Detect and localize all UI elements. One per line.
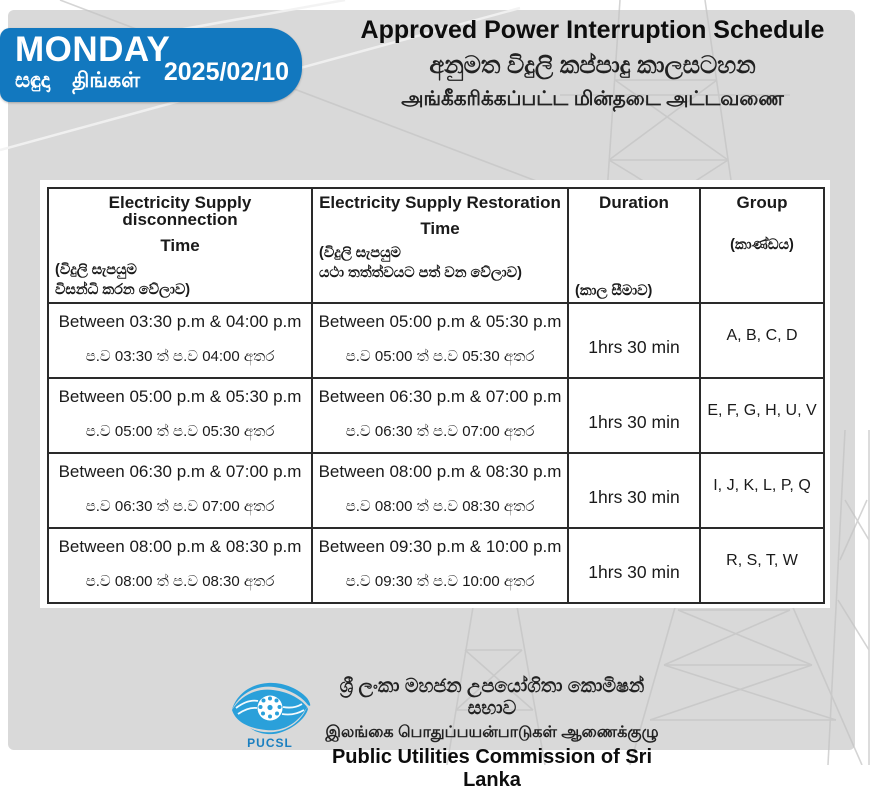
header-disconnection-line1: Electricity Supply disconnection (108, 193, 252, 229)
schedule-date: 2025/02/10 (163, 58, 289, 86)
header-duration: Duration (කාල සීමාව) (567, 186, 701, 305)
schedule-table: Electricity Supply disconnection Time (ව… (47, 186, 825, 605)
org-name-sinhala: ශ්‍රී ලංකා මහජන උපයෝගිතා කොමිෂන් සභාව (339, 676, 645, 719)
restoration-cell: Between 08:00 p.m & 08:30 p.m ප.ව 08:00 … (311, 452, 569, 530)
disconnection-cell: Between 05:00 p.m & 05:30 p.m ප.ව 05:00 … (47, 377, 313, 455)
header-group-label: Group (736, 193, 788, 212)
disconnection-cell: Between 08:00 p.m & 08:30 p.m ප.ව 08:00 … (47, 527, 313, 605)
duration-cell: 1hrs 30 min (567, 527, 701, 605)
header-disconnection-sinhala: (විදුලි සැපයුම විසන්ධි කරන වේලාව) (55, 262, 191, 298)
day-name-sinhala: සඳුදා (15, 69, 51, 92)
duration-cell: 1hrs 30 min (567, 377, 701, 455)
table-row: Between 03:30 p.m & 04:00 p.m ප.ව 03:30 … (47, 302, 825, 380)
group-cell: A, B, C, D (699, 302, 825, 380)
group-cell: I, J, K, L, P, Q (699, 452, 825, 530)
pucsl-logo-icon: PUCSL (228, 680, 312, 750)
header-restoration-time: Electricity Supply Restoration Time (විද… (311, 186, 569, 305)
duration-cell: 1hrs 30 min (567, 452, 701, 530)
table-row: Between 06:30 p.m & 07:00 p.m ප.ව 06:30 … (47, 452, 825, 530)
day-banner: MONDAY සඳුදා திங்கள் 2025/02/10 (0, 28, 302, 102)
restoration-cell: Between 05:00 p.m & 05:30 p.m ප.ව 05:00 … (311, 302, 569, 380)
header-restoration-sinhala: (විදුලි සැපයුම යථා තත්ත්වයට පත් වන වේලාව… (319, 245, 522, 281)
header-disconnection-time: Electricity Supply disconnection Time (ව… (47, 186, 313, 305)
header-duration-sinhala: (කාල සීමාව) (575, 283, 653, 300)
duration-cell: 1hrs 30 min (567, 302, 701, 380)
group-cell: E, F, G, H, U, V (699, 377, 825, 455)
restoration-cell: Between 06:30 p.m & 07:00 p.m ප.ව 06:30 … (311, 377, 569, 455)
header-group: Group (කාණ්ඩය) (699, 186, 825, 305)
disconnection-cell: Between 03:30 p.m & 04:00 p.m ප.ව 03:30 … (47, 302, 313, 380)
org-name-tamil: இலங்கை பொதுப்பயன்பாடுகள் ஆணைக்குழு (325, 724, 659, 741)
title-tamil: அங்கீகரிக்கப்பட்ட மின்தடை அட்டவணை (401, 88, 784, 110)
schedule-table-container: Electricity Supply disconnection Time (ව… (40, 180, 830, 608)
header-duration-label: Duration (599, 193, 669, 212)
organization-names: ශ්‍රී ලංකා මහජන උපයෝගිතා කොමිෂන් සභාව இல… (318, 676, 666, 792)
table-row: Between 08:00 p.m & 08:30 p.m ප.ව 08:00 … (47, 527, 825, 605)
pucsl-logo-text: PUCSL (247, 736, 293, 750)
header-restoration-line2: Time (420, 219, 460, 238)
title-english: Approved Power Interruption Schedule (360, 16, 825, 44)
header-disconnection-line2: Time (160, 236, 200, 255)
org-name-english: Public Utilities Commission of Sri Lanka (331, 746, 653, 791)
day-name-local: සඳුදා திங்கள் (15, 69, 162, 95)
page-title: Approved Power Interruption Schedule අනු… (325, 16, 860, 113)
day-name-english: MONDAY (15, 30, 171, 69)
header-restoration-line1: Electricity Supply Restoration (319, 193, 561, 212)
disconnection-cell: Between 06:30 p.m & 07:00 p.m ප.ව 06:30 … (47, 452, 313, 530)
day-name-tamil: திங்கள் (72, 69, 141, 92)
restoration-cell: Between 09:30 p.m & 10:00 p.m ප.ව 09:30 … (311, 527, 569, 605)
group-cell: R, S, T, W (699, 527, 825, 605)
table-row: Between 05:00 p.m & 05:30 p.m ප.ව 05:00 … (47, 377, 825, 455)
header-group-sinhala: (කාණ්ඩය) (730, 237, 794, 253)
title-sinhala: අනුමත විදුලි කප්පාදු කාලසටහන (429, 52, 756, 79)
table-header-row: Electricity Supply disconnection Time (ව… (47, 186, 825, 305)
